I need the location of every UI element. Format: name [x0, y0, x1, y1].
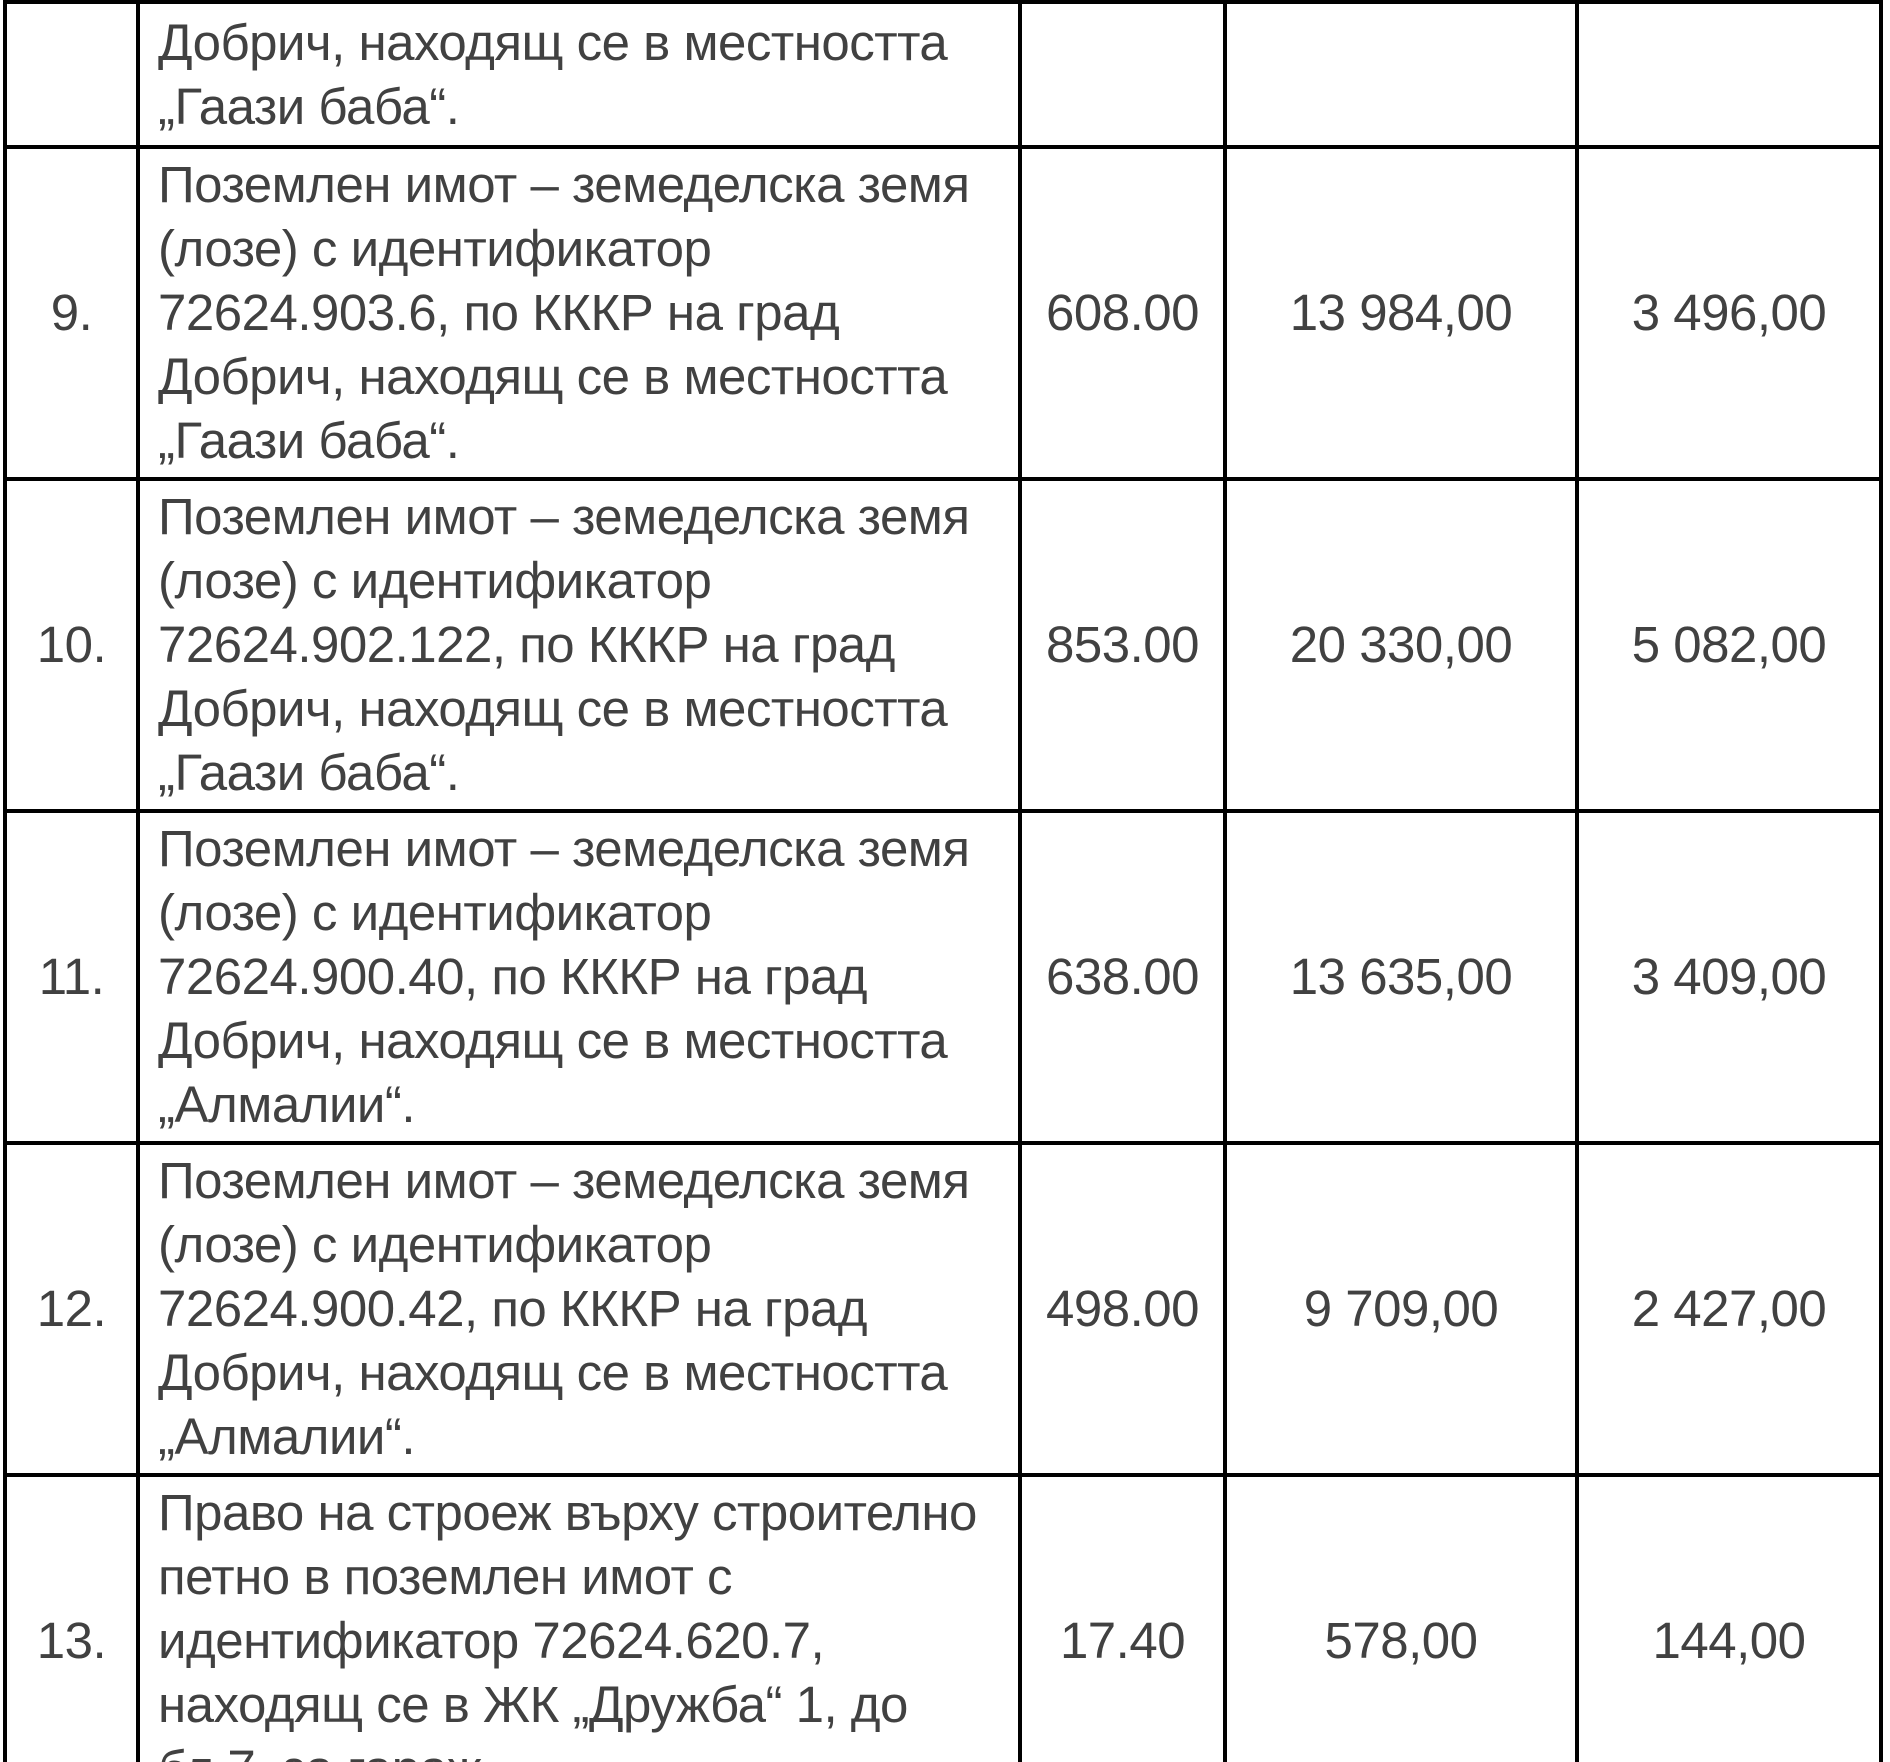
row-number-cell: 11. — [3, 809, 140, 1145]
row-number-cell: 13. — [3, 1473, 140, 1762]
row-number-cell: 9. — [3, 145, 140, 481]
area-cell: 638.00 — [1018, 809, 1227, 1145]
row-number-cell — [3, 0, 140, 149]
deposit-cell: 3 409,00 — [1575, 809, 1883, 1145]
description-cell: Право на строеж върху строително петно в… — [136, 1473, 1022, 1762]
deposit-cell: 3 496,00 — [1575, 145, 1883, 481]
deposit-cell — [1575, 0, 1883, 149]
description-cell: Поземлен имот – земеделска земя (лозе) с… — [136, 809, 1022, 1145]
deposit-cell: 2 427,00 — [1575, 1141, 1883, 1477]
table-row: 11. Поземлен имот – земеделска земя (лоз… — [3, 809, 1883, 1145]
area-cell — [1018, 0, 1227, 149]
description-cell: Поземлен имот – земеделска земя (лозе) с… — [136, 1141, 1022, 1477]
price-cell: 13 635,00 — [1223, 809, 1579, 1145]
deposit-cell: 144,00 — [1575, 1473, 1883, 1762]
table-row: 9. Поземлен имот – земеделска земя (лозе… — [3, 145, 1883, 481]
property-table: Добрич, находящ се в местността „Гаази б… — [3, 0, 1883, 1762]
price-cell — [1223, 0, 1579, 149]
row-number-cell: 12. — [3, 1141, 140, 1477]
table-row: 10. Поземлен имот – земеделска земя (лоз… — [3, 477, 1883, 813]
table-row: 13. Право на строеж върху строително пет… — [3, 1473, 1883, 1762]
price-cell: 13 984,00 — [1223, 145, 1579, 481]
price-cell: 9 709,00 — [1223, 1141, 1579, 1477]
deposit-cell: 5 082,00 — [1575, 477, 1883, 813]
area-cell: 498.00 — [1018, 1141, 1227, 1477]
price-cell: 20 330,00 — [1223, 477, 1579, 813]
area-cell: 17.40 — [1018, 1473, 1227, 1762]
description-cell: Добрич, находящ се в местността „Гаази б… — [136, 0, 1022, 149]
price-cell: 578,00 — [1223, 1473, 1579, 1762]
area-cell: 853.00 — [1018, 477, 1227, 813]
description-cell: Поземлен имот – земеделска земя (лозе) с… — [136, 477, 1022, 813]
description-cell: Поземлен имот – земеделска земя (лозе) с… — [136, 145, 1022, 481]
row-number-cell: 10. — [3, 477, 140, 813]
table-row: Добрич, находящ се в местността „Гаази б… — [3, 0, 1883, 149]
area-cell: 608.00 — [1018, 145, 1227, 481]
table-row: 12. Поземлен имот – земеделска земя (лоз… — [3, 1141, 1883, 1477]
